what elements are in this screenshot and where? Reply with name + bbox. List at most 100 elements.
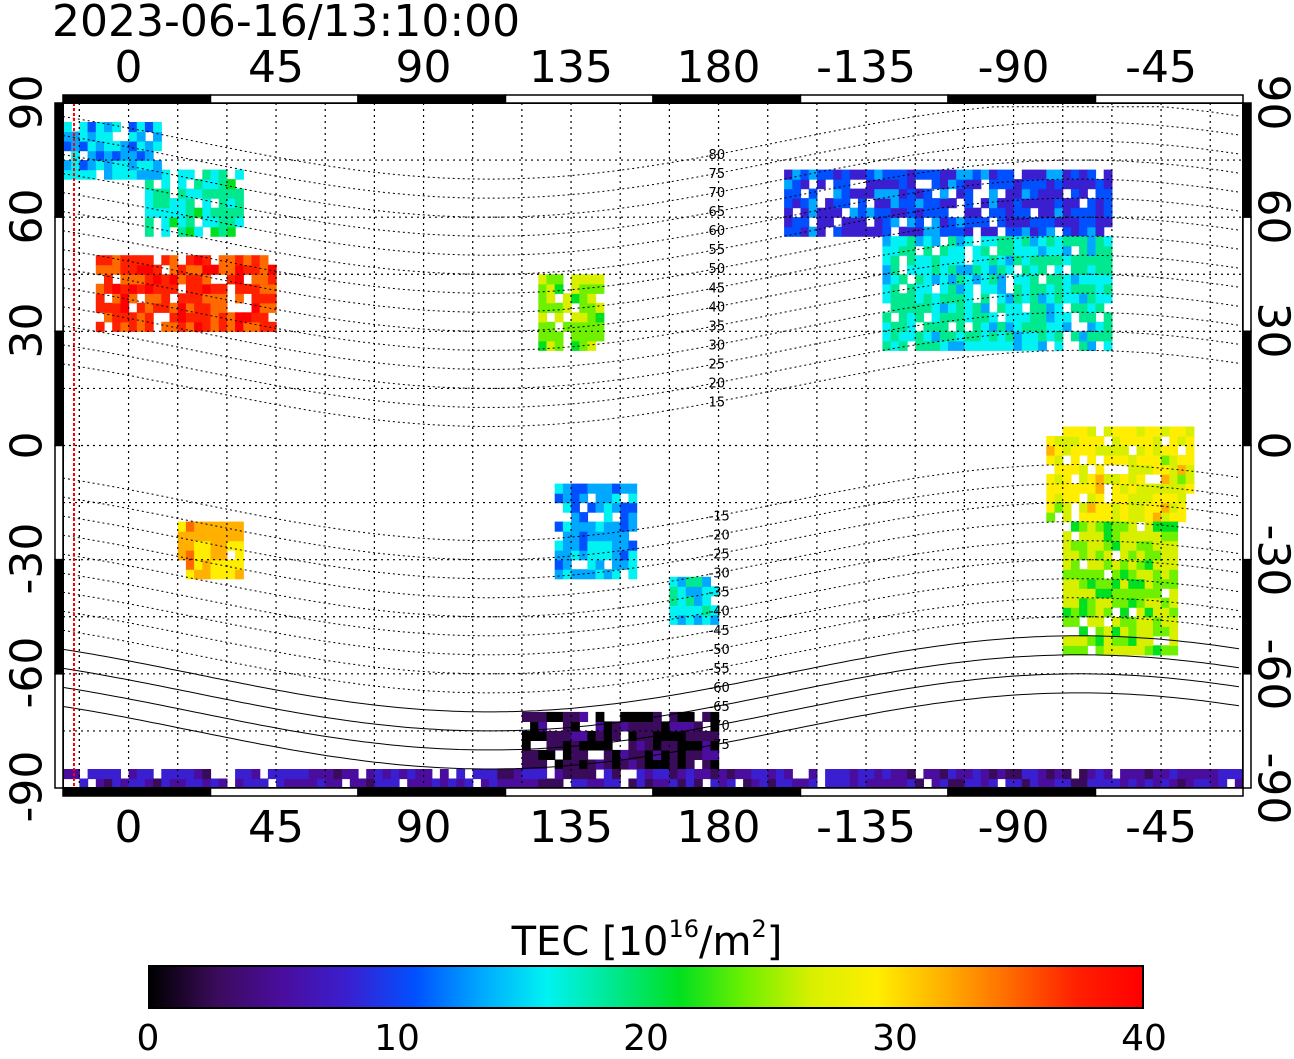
tec-cell bbox=[1153, 560, 1162, 570]
tec-cell bbox=[669, 577, 678, 587]
left-lat-label: 60 bbox=[2, 182, 53, 252]
tec-cell bbox=[1128, 645, 1137, 655]
tec-cell bbox=[587, 760, 596, 770]
tec-cell bbox=[1071, 455, 1080, 465]
tec-cell bbox=[1145, 503, 1154, 513]
tec-cell bbox=[874, 208, 883, 218]
tec-cell bbox=[1046, 208, 1055, 218]
tec-cell bbox=[96, 322, 105, 332]
tec-cell bbox=[842, 217, 851, 227]
frame-bar-top bbox=[801, 95, 949, 103]
tec-cell bbox=[211, 227, 220, 237]
tec-cell bbox=[1014, 208, 1023, 218]
tec-cell bbox=[1169, 550, 1178, 560]
tec-cell bbox=[227, 255, 236, 265]
tec-cell bbox=[1096, 227, 1105, 237]
tec-cell bbox=[137, 141, 146, 151]
tec-cell bbox=[784, 179, 793, 189]
tec-cell bbox=[915, 198, 924, 208]
tec-cell bbox=[1104, 341, 1113, 351]
tec-cell bbox=[1161, 493, 1170, 503]
tec-cell bbox=[235, 208, 244, 218]
tec-cell bbox=[1005, 303, 1014, 313]
tec-cell bbox=[235, 769, 244, 779]
tec-cell bbox=[219, 198, 228, 208]
tec-cell bbox=[350, 769, 359, 779]
frame-bar-bottom bbox=[653, 788, 801, 796]
tec-cell bbox=[219, 227, 228, 237]
tec-cell bbox=[1096, 531, 1105, 541]
tec-cell bbox=[964, 293, 973, 303]
tec-cell bbox=[1079, 607, 1088, 617]
tec-cell bbox=[112, 170, 121, 180]
tec-cell bbox=[678, 740, 687, 750]
tec-cell bbox=[268, 265, 277, 275]
tec-cell bbox=[612, 522, 621, 532]
tec-cell bbox=[981, 246, 990, 256]
tec-cell bbox=[88, 160, 97, 170]
tec-cell bbox=[202, 531, 211, 541]
tec-cell bbox=[63, 170, 72, 180]
tec-cell bbox=[178, 208, 187, 218]
tec-cell bbox=[1161, 446, 1170, 456]
tec-cell bbox=[628, 484, 637, 494]
tec-cell bbox=[1145, 493, 1154, 503]
tec-cell bbox=[1145, 465, 1154, 475]
tec-cell bbox=[145, 141, 154, 151]
tec-cell bbox=[301, 769, 310, 779]
tec-cell bbox=[1112, 455, 1121, 465]
tec-cell bbox=[1046, 179, 1055, 189]
tec-cell bbox=[1071, 493, 1080, 503]
tec-cell bbox=[1014, 322, 1023, 332]
tec-cell bbox=[129, 141, 138, 151]
tec-cell bbox=[202, 312, 211, 322]
tec-cell bbox=[1161, 465, 1170, 475]
tec-cell bbox=[120, 151, 129, 161]
tec-cell bbox=[112, 769, 121, 779]
tec-cell bbox=[678, 769, 687, 779]
tec-cell bbox=[194, 569, 203, 579]
tec-cell bbox=[1145, 560, 1154, 570]
tec-cell bbox=[858, 217, 867, 227]
tec-cell bbox=[1137, 769, 1146, 779]
tec-cell bbox=[120, 322, 129, 332]
tec-cell bbox=[612, 503, 621, 513]
tec-cell bbox=[1046, 769, 1055, 779]
tec-cell bbox=[145, 274, 154, 284]
top-lon-label: -135 bbox=[816, 46, 916, 90]
tec-cell bbox=[899, 293, 908, 303]
tec-cell bbox=[1005, 255, 1014, 265]
tec-cell bbox=[88, 769, 97, 779]
tec-cell bbox=[645, 769, 654, 779]
tec-cell bbox=[628, 550, 637, 560]
tec-cell bbox=[1153, 550, 1162, 560]
tec-cell bbox=[637, 740, 646, 750]
tec-cell bbox=[915, 227, 924, 237]
top-lon-label: 180 bbox=[677, 46, 761, 90]
tec-cell bbox=[956, 341, 965, 351]
tec-cell bbox=[596, 721, 605, 731]
tec-cell bbox=[907, 312, 916, 322]
tec-cell bbox=[882, 217, 891, 227]
tec-cell bbox=[620, 760, 629, 770]
tec-cell bbox=[219, 522, 228, 532]
tec-cell bbox=[637, 712, 646, 722]
tec-cell bbox=[678, 586, 687, 596]
tec-cell bbox=[1014, 331, 1023, 341]
tec-cell bbox=[620, 512, 629, 522]
tec-cell bbox=[194, 531, 203, 541]
tec-cell bbox=[268, 303, 277, 313]
tec-cell bbox=[694, 596, 703, 606]
tec-cell bbox=[178, 322, 187, 332]
tec-cell bbox=[1046, 246, 1055, 256]
tec-cell bbox=[260, 322, 269, 332]
contour-label: 30 bbox=[709, 338, 726, 353]
tec-cell bbox=[219, 208, 228, 218]
tec-cell bbox=[702, 760, 711, 770]
tec-cell bbox=[202, 170, 211, 180]
tec-cell bbox=[587, 274, 596, 284]
tec-cell bbox=[178, 198, 187, 208]
tec-cell bbox=[989, 208, 998, 218]
tec-cell bbox=[956, 274, 965, 284]
tec-cell bbox=[784, 227, 793, 237]
